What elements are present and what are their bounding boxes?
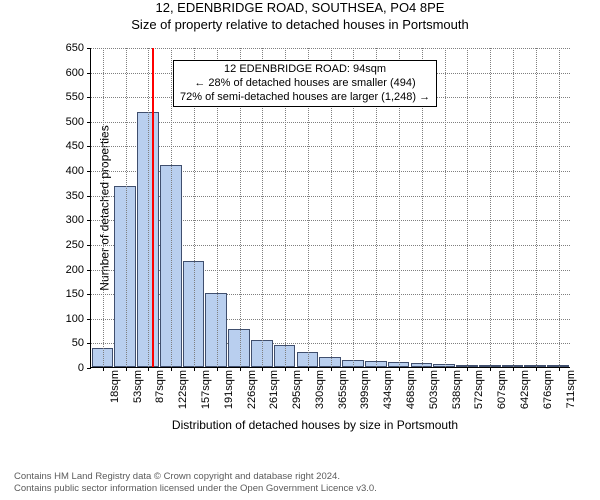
- x-tick: [148, 367, 149, 371]
- x-tick: [103, 367, 104, 371]
- x-tick: [559, 367, 560, 371]
- x-tick-label: 642sqm: [519, 370, 531, 420]
- x-tick: [285, 367, 286, 371]
- gridline-v: [126, 48, 127, 367]
- y-tick-label: 0: [54, 362, 84, 374]
- x-tick-label: 295sqm: [291, 370, 303, 420]
- gridline-v: [490, 48, 491, 367]
- property-marker-line: [152, 48, 154, 367]
- x-tick: [331, 367, 332, 371]
- x-tick: [171, 367, 172, 371]
- y-tick: [87, 270, 91, 271]
- x-tick-label: 399sqm: [359, 370, 371, 420]
- x-tick: [490, 367, 491, 371]
- y-tick: [87, 294, 91, 295]
- gridline-v: [536, 48, 537, 367]
- y-tick-label: 600: [54, 67, 84, 79]
- gridline-v: [513, 48, 514, 367]
- y-tick: [87, 319, 91, 320]
- y-tick: [87, 245, 91, 246]
- annotation-line: 72% of semi-detached houses are larger (…: [180, 91, 430, 105]
- histogram-chart: Number of detached properties 0501001502…: [60, 48, 570, 418]
- x-tick-label: 122sqm: [177, 370, 189, 420]
- gridline-v: [467, 48, 468, 367]
- x-tick: [422, 367, 423, 371]
- y-tick: [87, 343, 91, 344]
- x-tick: [399, 367, 400, 371]
- y-tick-label: 150: [54, 288, 84, 300]
- x-tick-label: 157sqm: [200, 370, 212, 420]
- x-tick: [445, 367, 446, 371]
- annotation-box: 12 EDENBRIDGE ROAD: 94sqm← 28% of detach…: [173, 60, 437, 107]
- x-tick-label: 365sqm: [337, 370, 349, 420]
- x-tick: [262, 367, 263, 371]
- attribution-footer: Contains HM Land Registry data © Crown c…: [14, 471, 377, 494]
- x-tick-label: 330sqm: [314, 370, 326, 420]
- y-tick-label: 300: [54, 214, 84, 226]
- gridline-v: [559, 48, 560, 367]
- x-tick-label: 226sqm: [246, 370, 258, 420]
- x-tick-label: 607sqm: [496, 370, 508, 420]
- x-tick-label: 711sqm: [565, 370, 577, 420]
- x-tick: [308, 367, 309, 371]
- y-tick: [87, 171, 91, 172]
- footer-line-1: Contains HM Land Registry data © Crown c…: [14, 471, 377, 482]
- gridline-v: [103, 48, 104, 367]
- y-tick: [87, 122, 91, 123]
- y-tick-label: 450: [54, 140, 84, 152]
- page-subtitle: Size of property relative to detached ho…: [0, 17, 600, 32]
- footer-line-2: Contains public sector information licen…: [14, 483, 377, 494]
- y-tick: [87, 196, 91, 197]
- gridline-v: [148, 48, 149, 367]
- x-tick-label: 538sqm: [451, 370, 463, 420]
- x-tick: [353, 367, 354, 371]
- y-tick-label: 500: [54, 116, 84, 128]
- page-title: 12, EDENBRIDGE ROAD, SOUTHSEA, PO4 8PE: [0, 0, 600, 17]
- y-tick-label: 350: [54, 190, 84, 202]
- x-tick-label: 676sqm: [542, 370, 554, 420]
- x-tick-label: 18sqm: [109, 370, 121, 420]
- y-tick-label: 100: [54, 313, 84, 325]
- x-tick-label: 191sqm: [223, 370, 235, 420]
- y-tick-label: 200: [54, 264, 84, 276]
- x-tick: [194, 367, 195, 371]
- x-tick-label: 261sqm: [268, 370, 280, 420]
- y-tick-label: 650: [54, 42, 84, 54]
- x-tick-label: 572sqm: [473, 370, 485, 420]
- y-tick-label: 50: [54, 337, 84, 349]
- y-tick: [87, 220, 91, 221]
- x-tick-label: 87sqm: [154, 370, 166, 420]
- y-tick-label: 550: [54, 91, 84, 103]
- y-tick: [87, 368, 91, 369]
- y-tick-label: 250: [54, 239, 84, 251]
- x-tick: [376, 367, 377, 371]
- x-tick: [217, 367, 218, 371]
- y-tick: [87, 146, 91, 147]
- x-tick: [467, 367, 468, 371]
- plot-area: 0501001502002503003504004505005506006501…: [90, 48, 570, 368]
- gridline-v: [445, 48, 446, 367]
- x-axis-label: Distribution of detached houses by size …: [60, 418, 570, 432]
- x-tick: [126, 367, 127, 371]
- x-tick-label: 503sqm: [428, 370, 440, 420]
- annotation-line: 12 EDENBRIDGE ROAD: 94sqm: [180, 63, 430, 77]
- x-tick: [513, 367, 514, 371]
- x-tick-label: 53sqm: [132, 370, 144, 420]
- y-tick: [87, 97, 91, 98]
- x-tick: [240, 367, 241, 371]
- y-tick: [87, 73, 91, 74]
- annotation-line: ← 28% of detached houses are smaller (49…: [180, 77, 430, 91]
- x-tick-label: 468sqm: [405, 370, 417, 420]
- x-tick-label: 434sqm: [382, 370, 394, 420]
- x-tick: [536, 367, 537, 371]
- y-tick: [87, 48, 91, 49]
- y-tick-label: 400: [54, 165, 84, 177]
